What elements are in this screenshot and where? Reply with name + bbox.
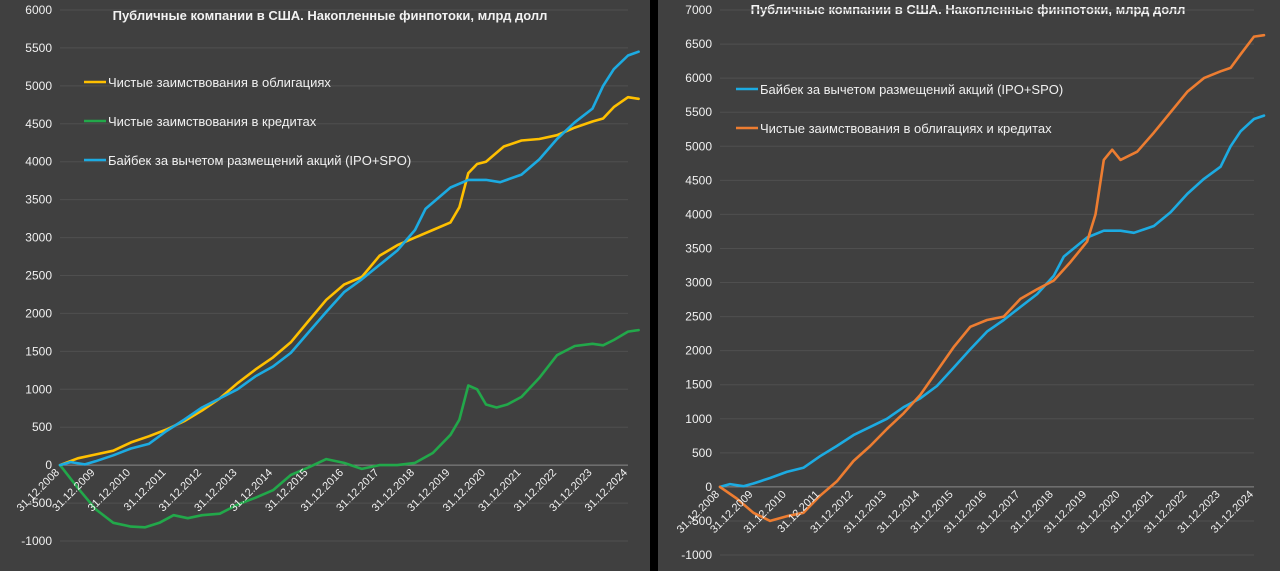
y-tick-label: 6000 [685,71,712,85]
y-tick-label: 4500 [685,173,712,187]
y-tick-label: 2000 [25,306,52,320]
y-tick-label: 4500 [25,117,52,131]
y-tick-label: 6500 [685,37,712,51]
y-tick-label: 6000 [25,3,52,17]
chart-left: Публичные компании в США. Накопленные фи… [15,3,640,548]
series-line-3 [58,50,640,467]
y-tick-label: 0 [45,458,52,472]
y-tick-label: 2500 [25,269,52,283]
y-tick-label: 500 [692,446,712,460]
y-tick-label: 3000 [25,231,52,245]
y-tick-label: 0 [705,480,712,494]
y-tick-label: 7000 [685,3,712,17]
y-tick-label: 4000 [25,155,52,169]
y-tick-label: 500 [32,420,52,434]
y-tick-label: 1000 [685,412,712,426]
y-tick-label: -1000 [681,548,712,562]
y-tick-label: 5000 [685,139,712,153]
chart-title: Публичные компании в США. Накопленные фи… [113,8,548,23]
legend-label-2: Чистые заимствования в кредитах [108,114,317,129]
y-tick-label: 2000 [685,344,712,358]
series-line-2 [58,328,640,529]
legend-label-1: Чистые заимствования в облигациях [108,75,331,90]
chart-right: Публичные компании в США. Накопленные фи… [675,2,1266,562]
y-tick-label: 2500 [685,310,712,324]
y-tick-label: 5500 [25,41,52,55]
y-tick-label: 3500 [25,193,52,207]
series-line-2 [718,33,1266,523]
y-tick-label: 4000 [685,207,712,221]
y-tick-label: 1000 [25,382,52,396]
y-tick-label: 1500 [25,344,52,358]
y-tick-label: 3000 [685,276,712,290]
legend-label-2: Чистые заимствования в облигациях и кред… [760,121,1052,136]
y-tick-label: -500 [28,496,52,510]
legend-label-3: Байбек за вычетом размещений акций (IPO+… [108,153,411,168]
y-tick-label: -500 [688,514,712,528]
y-tick-label: 1500 [685,378,712,392]
chart-panel-left: Публичные компании в США. Накопленные фи… [0,0,650,571]
chart-panel-right: Публичные компании в США. Накопленные фи… [658,0,1280,571]
y-tick-label: 3500 [685,241,712,255]
y-tick-label: -1000 [21,534,52,548]
legend-label-1: Байбек за вычетом размещений акций (IPO+… [760,82,1063,97]
y-tick-label: 5500 [685,105,712,119]
y-tick-label: 5000 [25,79,52,93]
series-line-1 [718,114,1266,489]
